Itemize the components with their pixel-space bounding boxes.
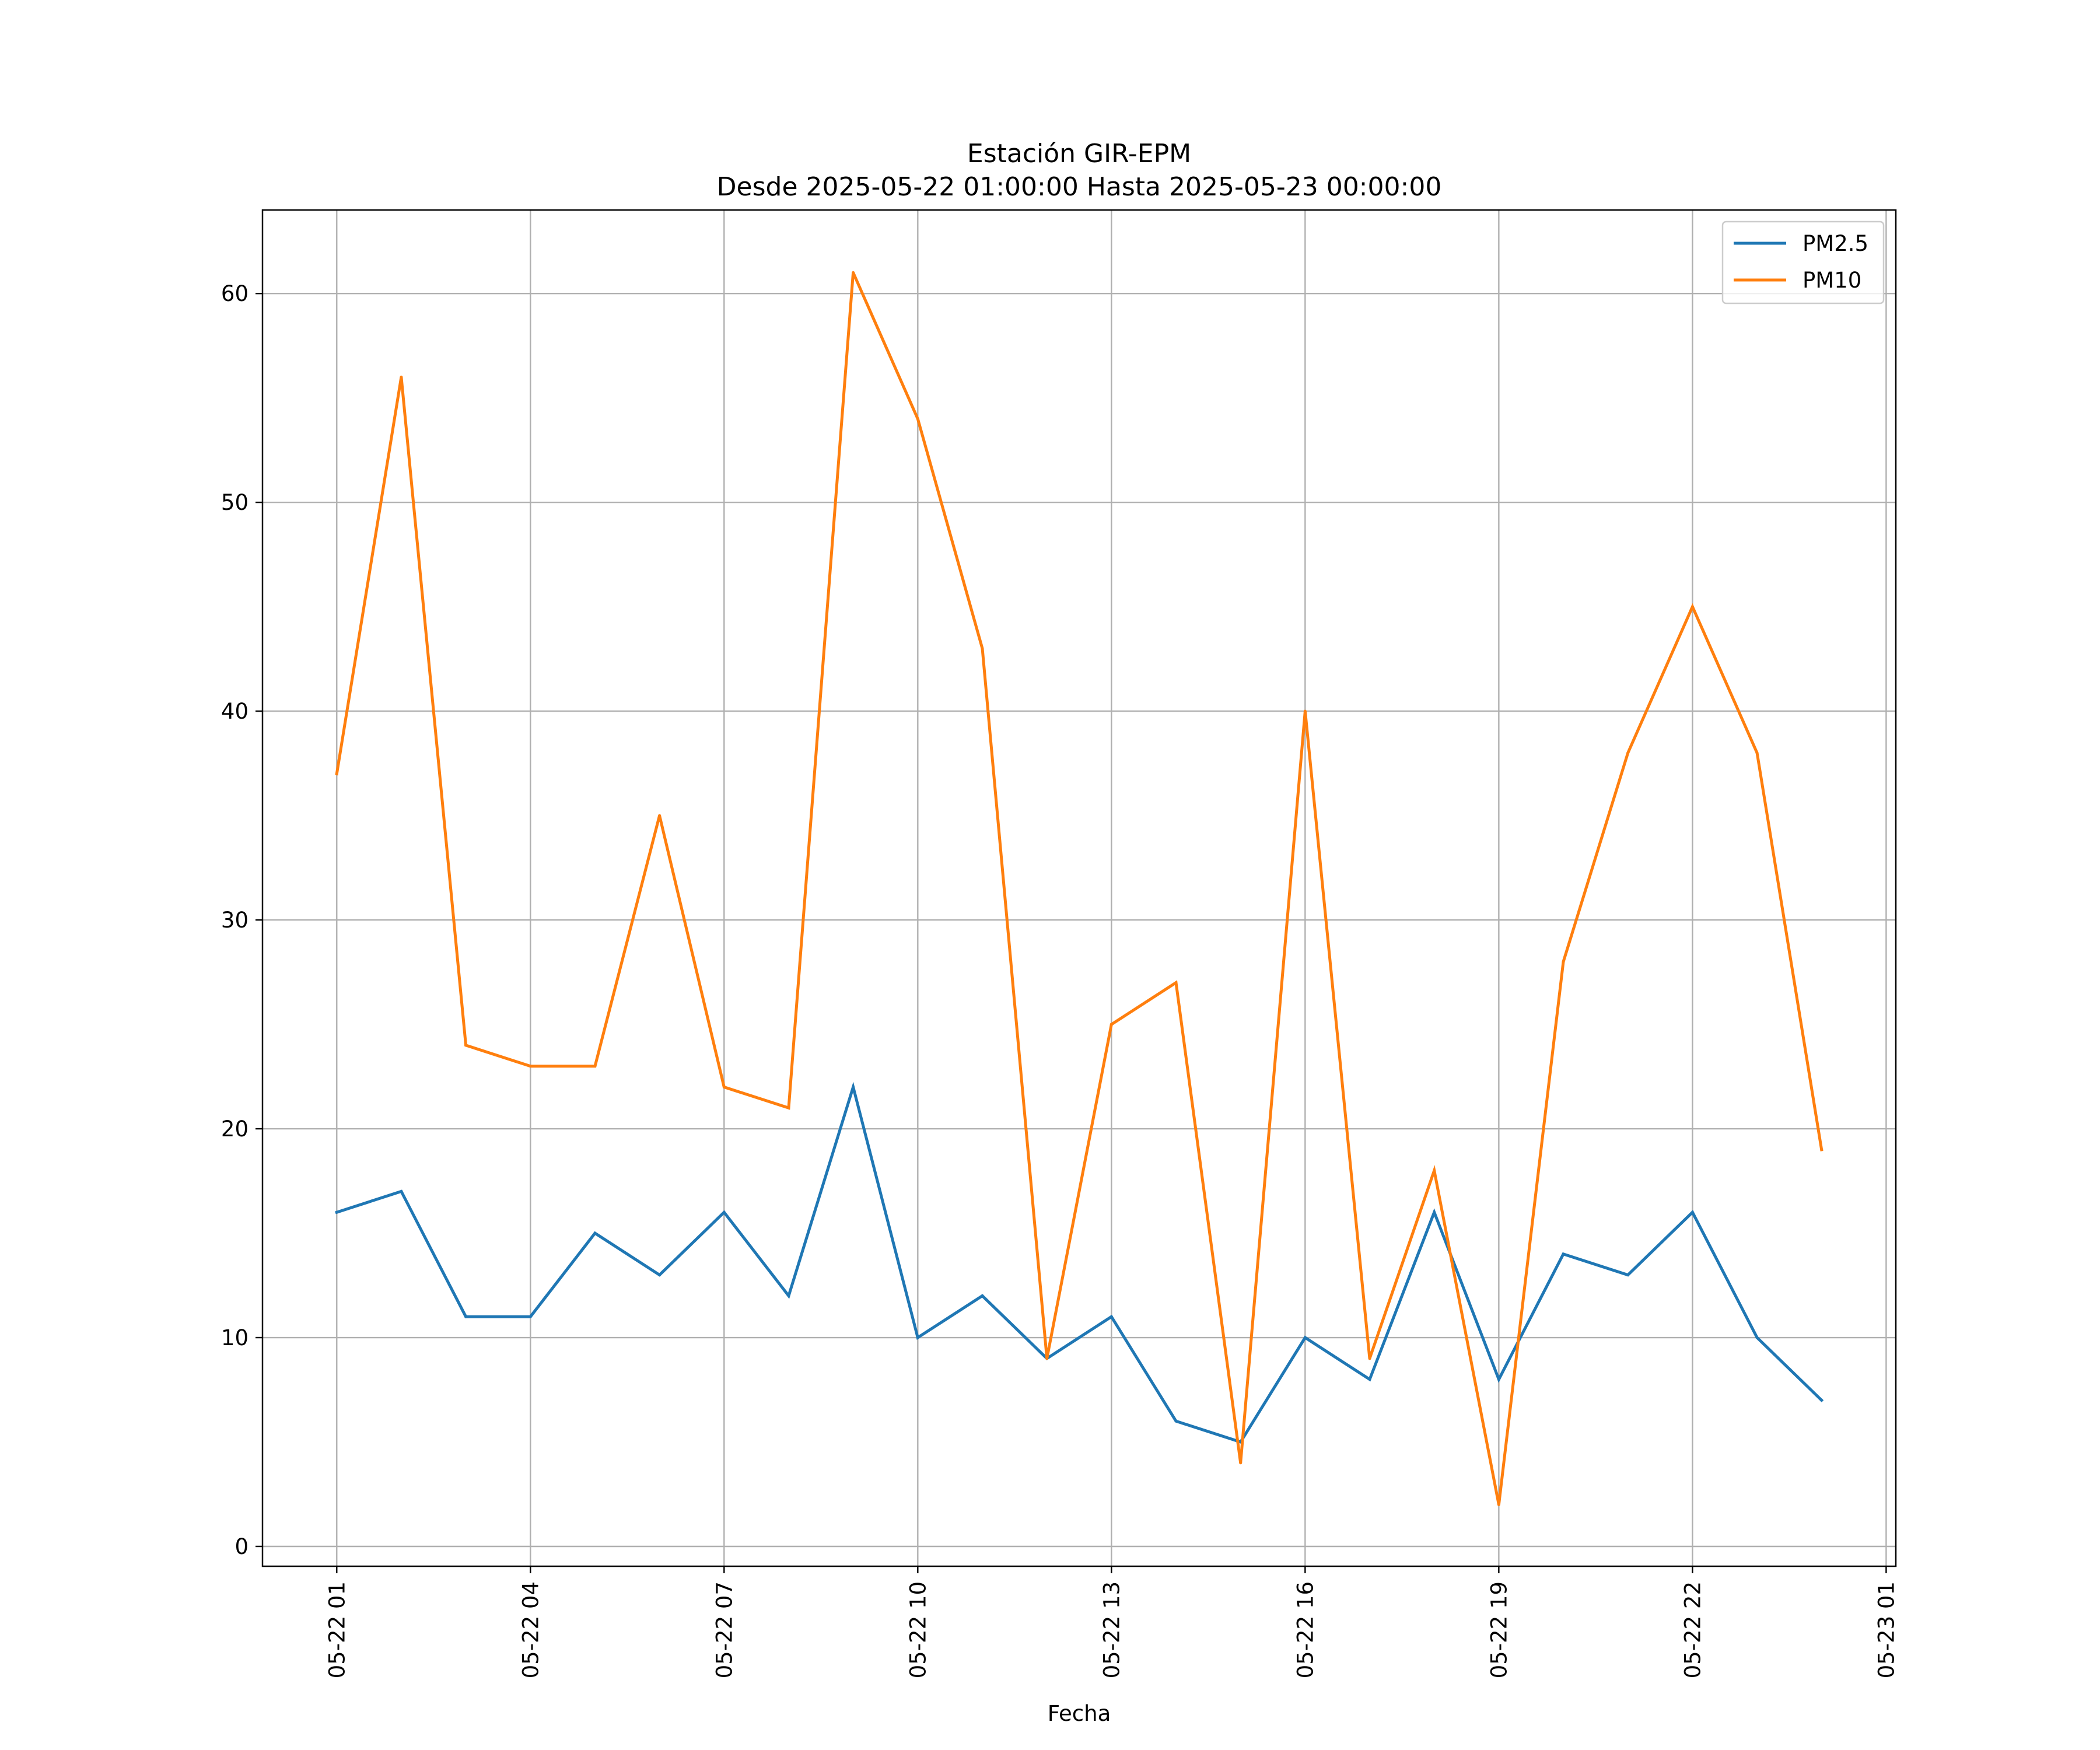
grid [262,210,1896,1566]
data-point-pm25 [1820,1398,1824,1402]
data-point-pm10 [1368,1357,1371,1360]
chart-title-line-1: Estación GIR-EPM [967,139,1191,169]
x-tick-label: 05-22 01 [324,1581,349,1678]
data-point-pm25 [981,1294,984,1297]
data-point-pm25 [1497,1378,1500,1381]
legend-label-pm25: PM2.5 [1803,231,1868,256]
x-tick-label: 05-22 07 [712,1581,737,1678]
x-axis-label: Fecha [1048,1701,1111,1726]
plot-area-frame [261,209,1897,1567]
x-axis: 05-22 01 05-22 04 05-22 07 05-22 10 05-22 13… [324,1566,1899,1678]
x-tick-label: 05-22 10 [905,1581,930,1678]
data-point-pm25 [916,1336,919,1339]
data-point-pm10 [722,1085,726,1088]
data-point-pm25 [1755,1336,1759,1339]
data-point-pm25 [722,1210,726,1214]
y-axis: 0 10 20 30 40 50 60 [221,281,262,1559]
legend-label-pm10: PM10 [1803,268,1861,293]
data-point-pm10 [1497,1503,1500,1506]
data-point-pm10 [1110,1023,1113,1026]
data-point-pm25 [464,1315,468,1318]
series-line-pm25 [335,1082,1824,1444]
legend: PM2.5 PM10 [1721,220,1885,304]
data-point-pm25 [1433,1210,1436,1214]
data-point-pm10 [1239,1461,1242,1465]
data-point-pm25 [1626,1273,1630,1277]
data-point-pm25 [1690,1210,1694,1214]
data-point-pm25 [658,1273,662,1277]
y-tick-label: 30 [221,908,249,933]
data-point-pm10 [658,814,662,817]
data-point-pm25 [400,1189,403,1193]
y-tick-label: 60 [221,281,249,306]
y-tick-label: 0 [235,1534,249,1559]
data-point-pm10 [335,772,338,776]
data-point-pm10 [1755,751,1759,755]
data-point-pm25 [852,1085,855,1088]
data-point-pm25 [1368,1378,1371,1381]
chart-title: Estación GIR-EPM Desde 2025-05-22 01:00:… [717,139,1442,202]
data-point-pm10 [852,271,855,274]
plot-lines [335,271,1824,1506]
data-point-pm25 [1562,1252,1565,1256]
data-point-pm25 [1303,1336,1307,1339]
data-point-pm10 [1562,960,1565,964]
data-point-pm10 [1820,1148,1824,1152]
data-point-pm10 [1433,1169,1436,1172]
data-point-pm10 [464,1044,468,1047]
data-point-pm10 [1174,981,1178,984]
data-point-pm10 [593,1065,597,1068]
data-point-pm10 [1303,709,1307,713]
y-tick-label: 50 [221,490,249,515]
chart-title-line-2: Desde 2025-05-22 01:00:00 Hasta 2025-05-… [717,172,1442,202]
data-point-pm25 [593,1231,597,1235]
x-tick-label: 05-22 22 [1680,1581,1705,1678]
data-point-pm10 [916,417,919,421]
data-point-pm25 [787,1294,790,1297]
x-tick-label: 05-23 01 [1874,1581,1899,1678]
series-line-pm10 [335,272,1824,1505]
y-tick-label: 20 [221,1116,249,1142]
x-tick-label: 05-22 13 [1099,1581,1124,1678]
y-tick-label: 40 [221,699,249,724]
data-point-pm10 [1690,605,1694,608]
x-tick-label: 05-22 19 [1486,1581,1511,1678]
data-point-pm10 [1626,751,1630,755]
data-point-pm25 [335,1210,338,1214]
data-point-pm10 [400,375,403,379]
data-point-pm25 [1174,1419,1178,1423]
data-point-pm25 [1110,1315,1113,1318]
x-tick-label: 05-22 16 [1293,1581,1318,1678]
data-point-pm25 [528,1315,532,1318]
y-tick-label: 10 [221,1325,249,1350]
data-point-pm10 [1045,1357,1049,1360]
x-tick-label: 05-22 04 [518,1581,543,1678]
data-point-pm10 [528,1065,532,1068]
data-point-pm10 [787,1106,790,1110]
data-point-pm10 [981,647,984,650]
